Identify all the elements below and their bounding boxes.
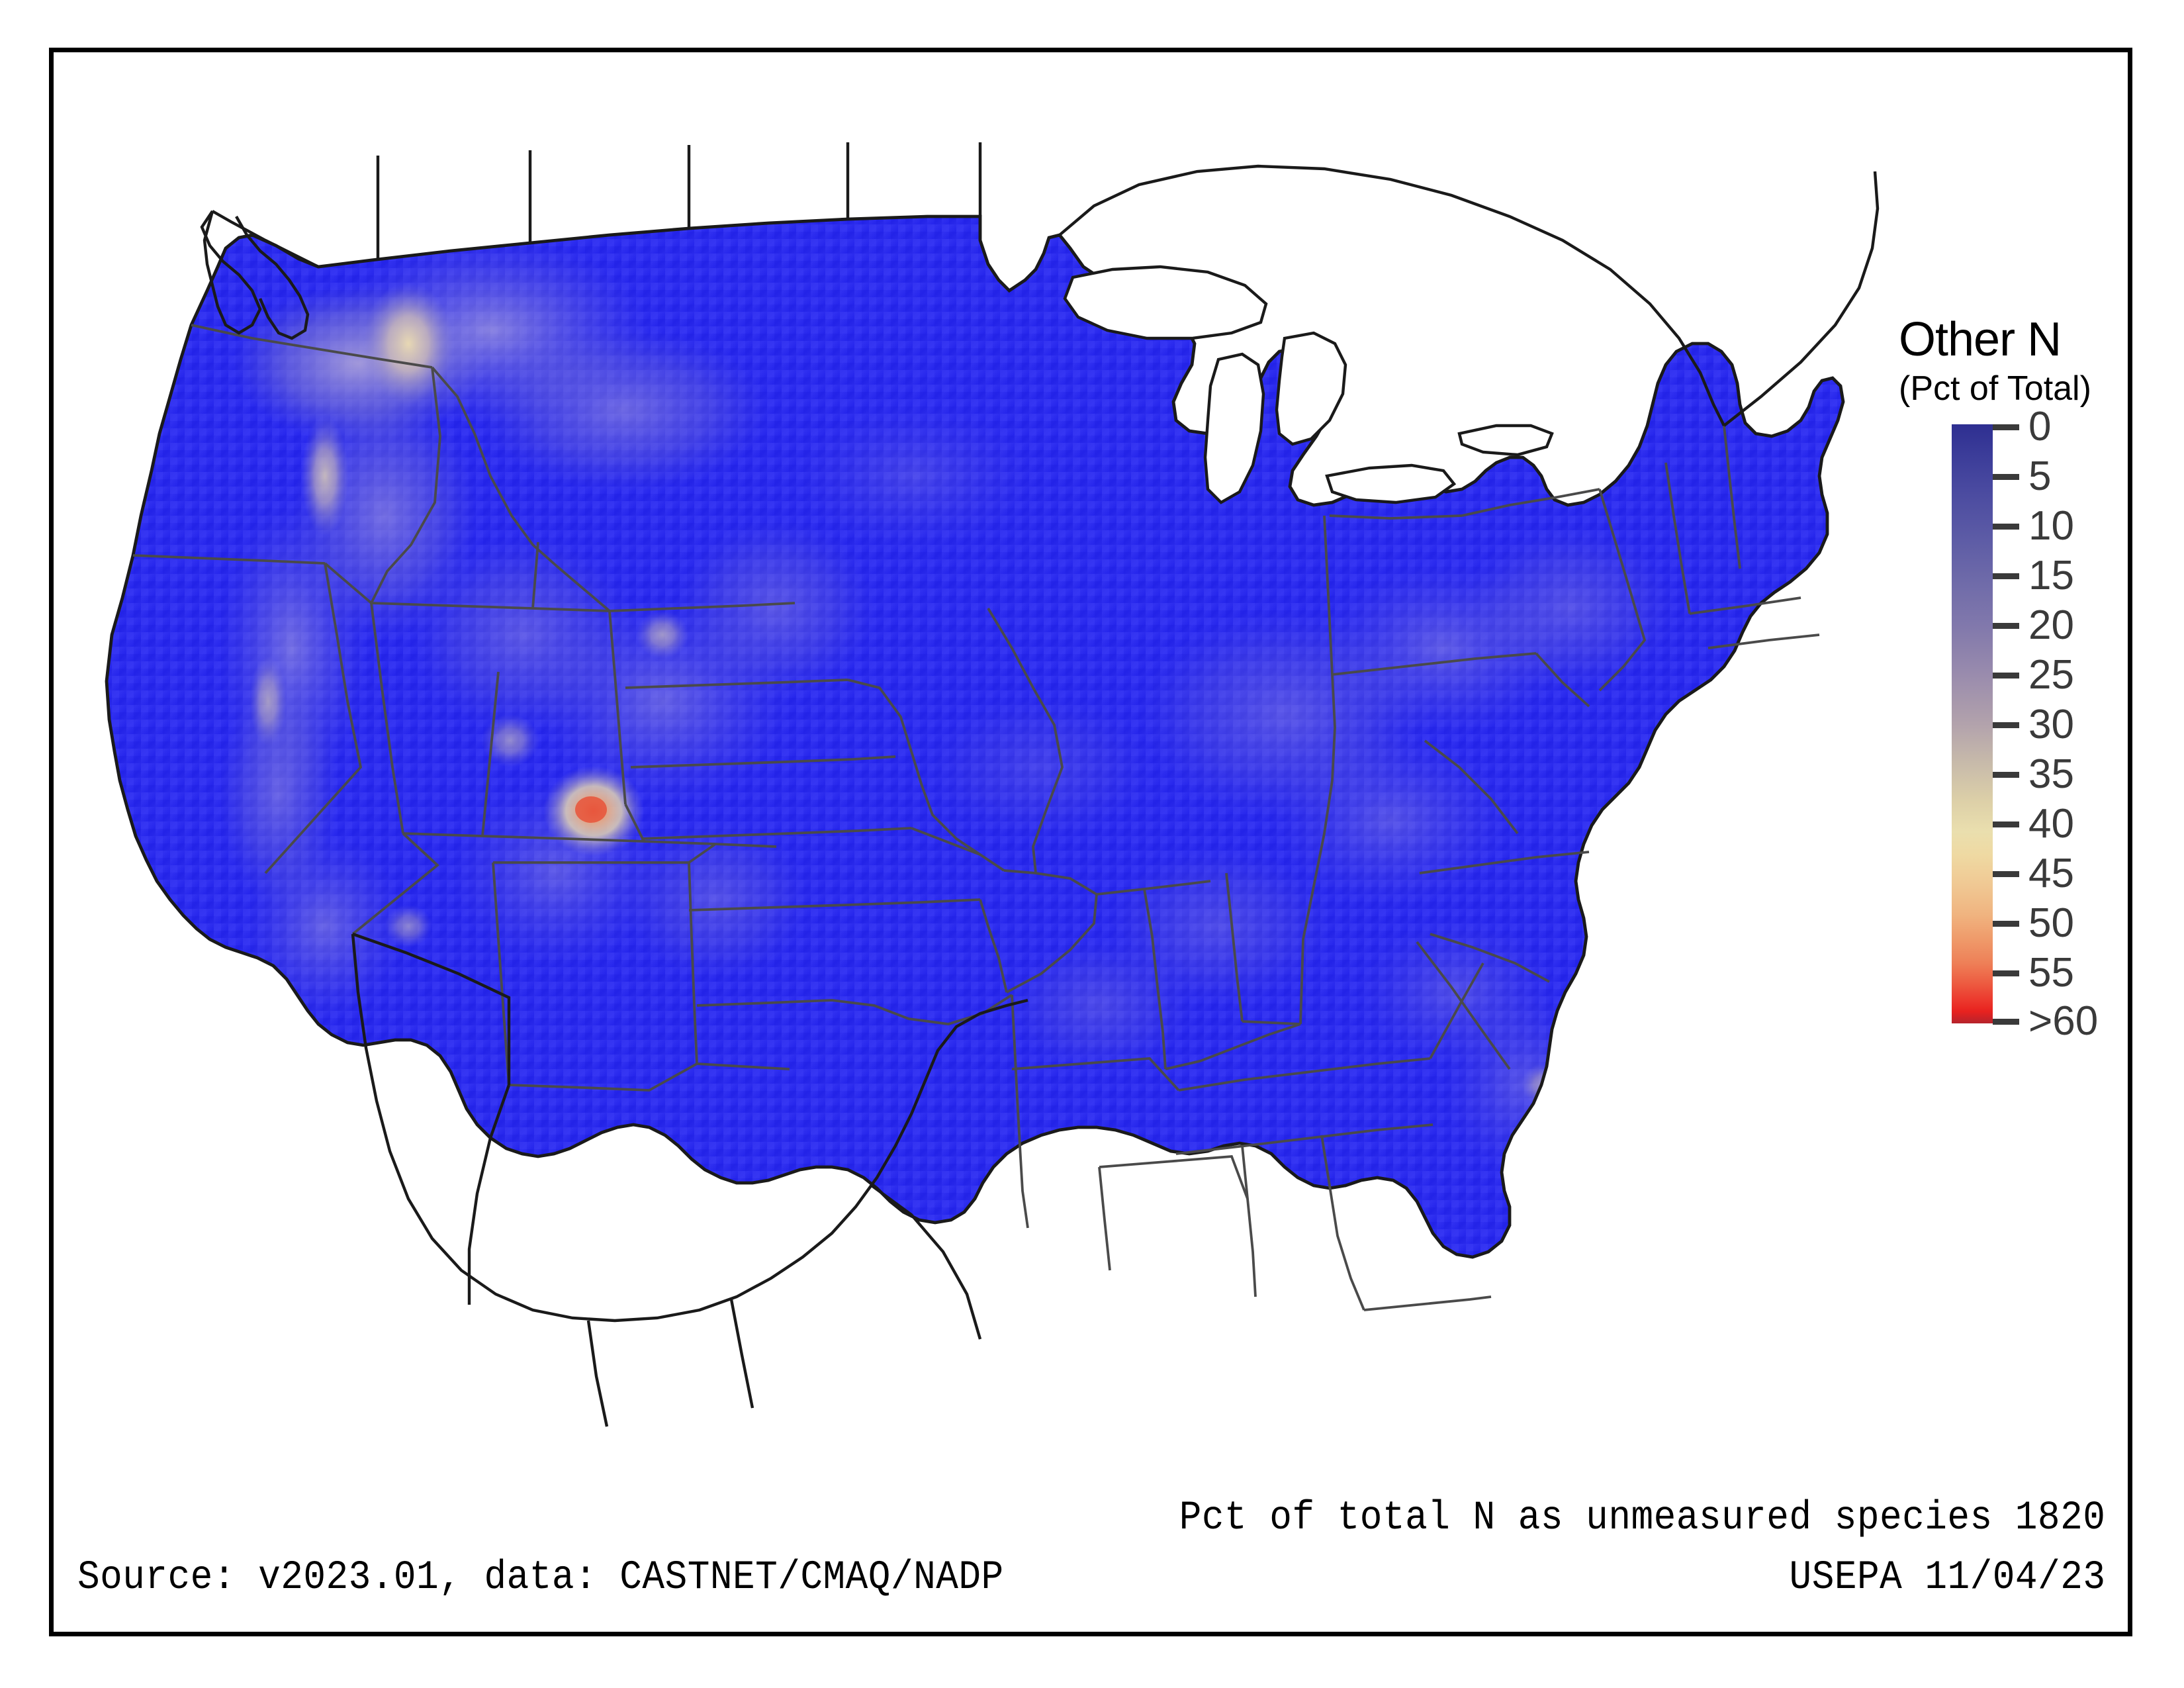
colorbar-tick-label: 40 <box>2028 801 2074 847</box>
colorbar-tick-label: 50 <box>2028 900 2074 946</box>
us-deposition-map <box>54 79 1900 1442</box>
colorbar-tick <box>1993 573 2019 579</box>
colorbar-tick-label: 25 <box>2028 652 2074 698</box>
colorbar-tick <box>1993 1019 2019 1025</box>
neighbor-country-outlines <box>200 142 1880 1427</box>
colorbar-tick-label: 15 <box>2028 553 2074 598</box>
colorbar-tick-label: >60 <box>2028 998 2099 1044</box>
colorbar-tick-label: 45 <box>2028 851 2074 896</box>
legend-subtitle: (Pct of Total) <box>1899 369 2091 408</box>
map-figure-frame: Other N (Pct of Total) 0 5 10 15 20 25 3… <box>49 48 2132 1636</box>
colorbar-tick <box>1993 921 2019 927</box>
colorbar-tick <box>1993 772 2019 778</box>
colorbar-tick-label: 0 <box>2028 404 2052 449</box>
colorbar-tick <box>1993 871 2019 877</box>
legend-panel: Other N (Pct of Total) 0 5 10 15 20 25 3… <box>1893 310 2158 1476</box>
colorbar-tick <box>1993 821 2019 827</box>
map-canvas <box>54 79 1900 1442</box>
source-caption: Source: v2023.01, data: CASTNET/CMAQ/NAD… <box>77 1555 1004 1601</box>
agency-caption: USEPA 11/04/23 <box>1789 1555 2105 1601</box>
legend-title: Other N <box>1899 313 2062 366</box>
colorbar-tick <box>1993 524 2019 530</box>
great-lakes <box>1063 265 1554 504</box>
colorbar-tick <box>1993 424 2019 430</box>
colorbar-tick <box>1993 722 2019 728</box>
state-boundaries <box>132 324 1820 1311</box>
colorbar-tick <box>1993 474 2019 480</box>
map-caption: Pct of total N as unmeasured species 182… <box>1179 1495 2105 1541</box>
colorbar-tick <box>1993 623 2019 629</box>
colorbar-tick-label: 5 <box>2028 453 2052 499</box>
colorbar-tick-label: 20 <box>2028 602 2074 648</box>
colorbar-tick-label: 10 <box>2028 503 2074 549</box>
colorbar-tick <box>1993 970 2019 976</box>
colorbar-gradient <box>1952 424 1993 1023</box>
colorbar-tick <box>1993 673 2019 679</box>
colorbar-tick-label: 55 <box>2028 950 2074 996</box>
colorbar-tick-label: 30 <box>2028 702 2074 747</box>
colorbar[interactable]: 0 5 10 15 20 25 30 35 40 45 50 55 >60 <box>1952 406 2150 1042</box>
colorbar-tick-label: 35 <box>2028 751 2074 797</box>
